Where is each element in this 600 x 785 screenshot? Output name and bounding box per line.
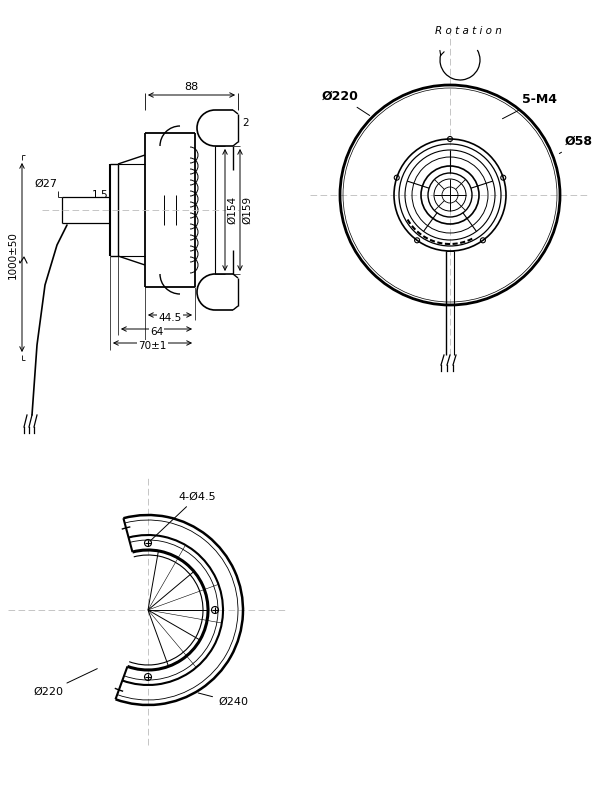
Text: Ø220: Ø220 xyxy=(33,669,97,697)
Text: Ø220: Ø220 xyxy=(322,90,370,115)
Text: Ø154: Ø154 xyxy=(227,196,237,224)
Text: Ø240: Ø240 xyxy=(198,693,248,707)
Text: 1000±50: 1000±50 xyxy=(8,231,18,279)
Text: R o t a t i o n: R o t a t i o n xyxy=(434,26,502,36)
Text: 44.5: 44.5 xyxy=(158,313,182,323)
Text: 5-M4: 5-M4 xyxy=(502,93,557,119)
Text: 88: 88 xyxy=(184,82,199,92)
Text: 64: 64 xyxy=(150,327,163,337)
Text: 1.5: 1.5 xyxy=(91,190,108,200)
Text: 4-Ø4.5: 4-Ø4.5 xyxy=(150,492,215,541)
Text: 70±1: 70±1 xyxy=(139,341,167,351)
Text: Ø159: Ø159 xyxy=(242,196,252,224)
Text: Ø58: Ø58 xyxy=(559,135,593,154)
Text: Ø27: Ø27 xyxy=(34,179,57,189)
Text: 2: 2 xyxy=(242,118,248,128)
